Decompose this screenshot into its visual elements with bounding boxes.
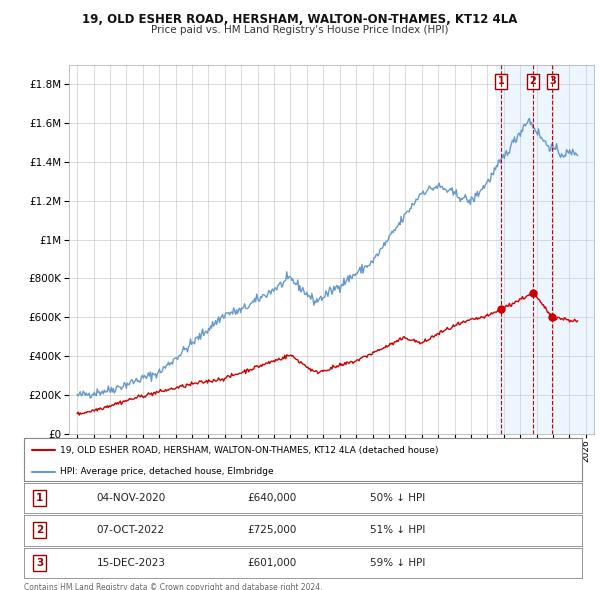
Text: 2: 2: [529, 77, 536, 87]
Bar: [496, 65, 594, 434]
Text: 07-OCT-2022: 07-OCT-2022: [97, 526, 164, 535]
Text: 1: 1: [36, 493, 43, 503]
Text: £640,000: £640,000: [247, 493, 296, 503]
Text: 59% ↓ HPI: 59% ↓ HPI: [370, 558, 425, 568]
Text: £725,000: £725,000: [247, 526, 296, 535]
Text: 19, OLD ESHER ROAD, HERSHAM, WALTON-ON-THAMES, KT12 4LA (detached house): 19, OLD ESHER ROAD, HERSHAM, WALTON-ON-T…: [60, 446, 439, 455]
Text: £601,000: £601,000: [247, 558, 296, 568]
Text: 3: 3: [36, 558, 43, 568]
Text: 1: 1: [498, 77, 505, 87]
Text: Contains HM Land Registry data © Crown copyright and database right 2024.
This d: Contains HM Land Registry data © Crown c…: [24, 583, 323, 590]
Text: 04-NOV-2020: 04-NOV-2020: [97, 493, 166, 503]
Text: 50% ↓ HPI: 50% ↓ HPI: [370, 493, 425, 503]
Text: 15-DEC-2023: 15-DEC-2023: [97, 558, 166, 568]
Text: Price paid vs. HM Land Registry's House Price Index (HPI): Price paid vs. HM Land Registry's House …: [151, 25, 449, 35]
Text: HPI: Average price, detached house, Elmbridge: HPI: Average price, detached house, Elmb…: [60, 467, 274, 476]
Text: 51% ↓ HPI: 51% ↓ HPI: [370, 526, 425, 535]
Text: 2: 2: [36, 526, 43, 535]
Text: 19, OLD ESHER ROAD, HERSHAM, WALTON-ON-THAMES, KT12 4LA: 19, OLD ESHER ROAD, HERSHAM, WALTON-ON-T…: [82, 13, 518, 26]
Text: 3: 3: [549, 77, 556, 87]
